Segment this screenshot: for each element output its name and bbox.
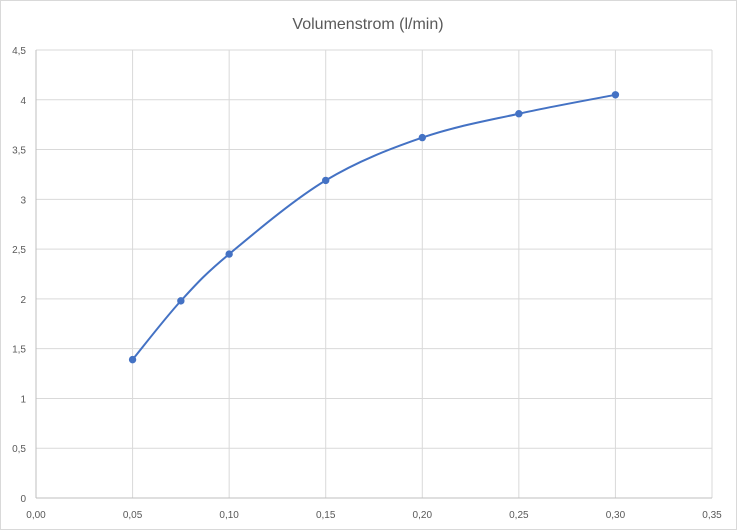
y-tick-label: 0,5 — [12, 444, 26, 455]
x-tick-label: 0,20 — [413, 510, 433, 521]
data-point — [225, 250, 233, 258]
x-tick-label: 0,25 — [509, 510, 529, 521]
series-line — [131, 93, 616, 361]
chart-title: Volumenstrom (l/min) — [292, 16, 443, 33]
y-tick-label: 4 — [20, 96, 26, 107]
y-tick-label: 4,5 — [12, 46, 26, 57]
data-point — [177, 297, 185, 305]
y-tick-label: 2 — [20, 295, 26, 306]
y-tick-label: 1,5 — [12, 345, 26, 356]
x-tick-label: 0,10 — [219, 510, 239, 521]
y-tick-label: 3,5 — [12, 146, 26, 157]
axes — [35, 50, 712, 499]
y-tick-label: 0 — [20, 494, 26, 505]
data-point — [322, 176, 330, 185]
x-tick-label: 0,30 — [606, 510, 626, 521]
x-tick-label: 0,05 — [123, 510, 143, 521]
gridlines — [36, 49, 713, 498]
x-tick-label: 0,15 — [316, 510, 336, 521]
y-tick-label: 3 — [20, 195, 26, 206]
series-layer — [128, 91, 620, 364]
x-tick-label: 0,35 — [702, 510, 722, 521]
data-point — [515, 110, 523, 118]
y-tick-label: 2,5 — [12, 245, 26, 256]
data-point — [128, 355, 137, 364]
x-tick-label: 0,00 — [26, 510, 46, 521]
y-axis-tick-labels: 0 0,5 1 1,5 2 2,5 3 3,5 4 4,5 — [12, 46, 26, 505]
y-tick-label: 1 — [20, 394, 26, 405]
data-point — [418, 133, 426, 142]
x-axis-tick-labels: 0,00 0,05 0,10 0,15 0,20 0,25 0,30 0,35 — [26, 510, 722, 521]
data-point — [611, 91, 620, 99]
